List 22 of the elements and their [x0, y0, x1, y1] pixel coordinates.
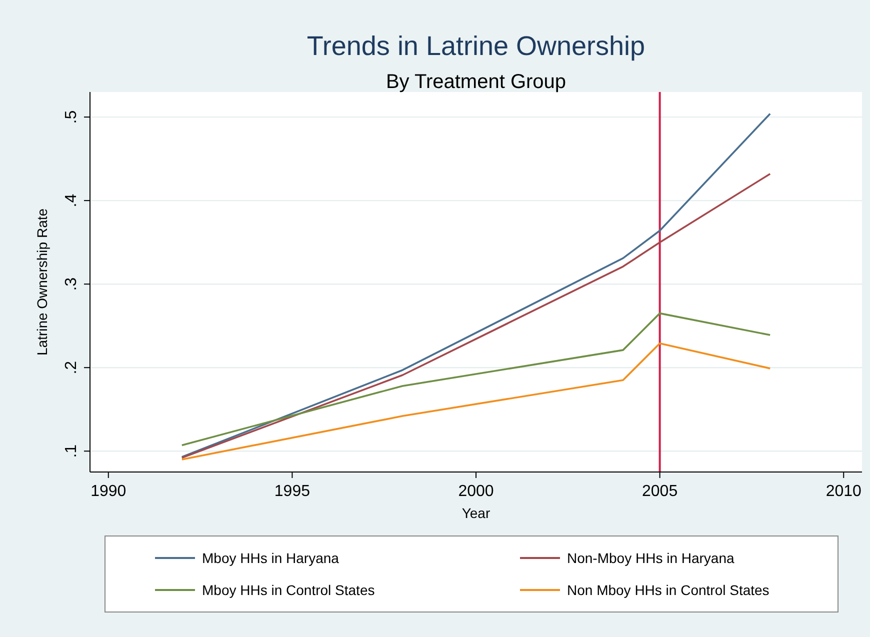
- line-series: [181, 312, 771, 446]
- line-series: [181, 112, 771, 458]
- y-tick-label: .1: [63, 444, 80, 458]
- x-tick-label: 1995: [274, 483, 310, 500]
- line-series: [181, 342, 771, 460]
- y-tick-label: .5: [63, 110, 80, 124]
- x-tick-label: 2010: [826, 483, 862, 500]
- legend-label: Mboy HHs in Control States: [202, 582, 375, 598]
- legend-label: Mboy HHs in Haryana: [202, 550, 340, 566]
- y-axis-title: Latrine Ownership Rate: [34, 208, 50, 356]
- chart-subtitle: By Treatment Group: [386, 71, 566, 93]
- legend-label: Non-Mboy HHs in Haryana: [567, 550, 734, 566]
- chart-title: Trends in Latrine Ownership: [306, 31, 646, 61]
- x-tick-label: 1990: [90, 483, 126, 500]
- y-tick-label: .3: [63, 277, 80, 291]
- x-tick-label: 2000: [458, 483, 494, 500]
- legend-label: Non Mboy HHs in Control States: [567, 582, 770, 598]
- y-tick-label: .2: [63, 360, 80, 374]
- x-axis-title: Year: [462, 505, 490, 521]
- line-series: [181, 172, 771, 459]
- x-tick-label: 2005: [642, 483, 678, 500]
- y-tick-label: .4: [63, 194, 80, 208]
